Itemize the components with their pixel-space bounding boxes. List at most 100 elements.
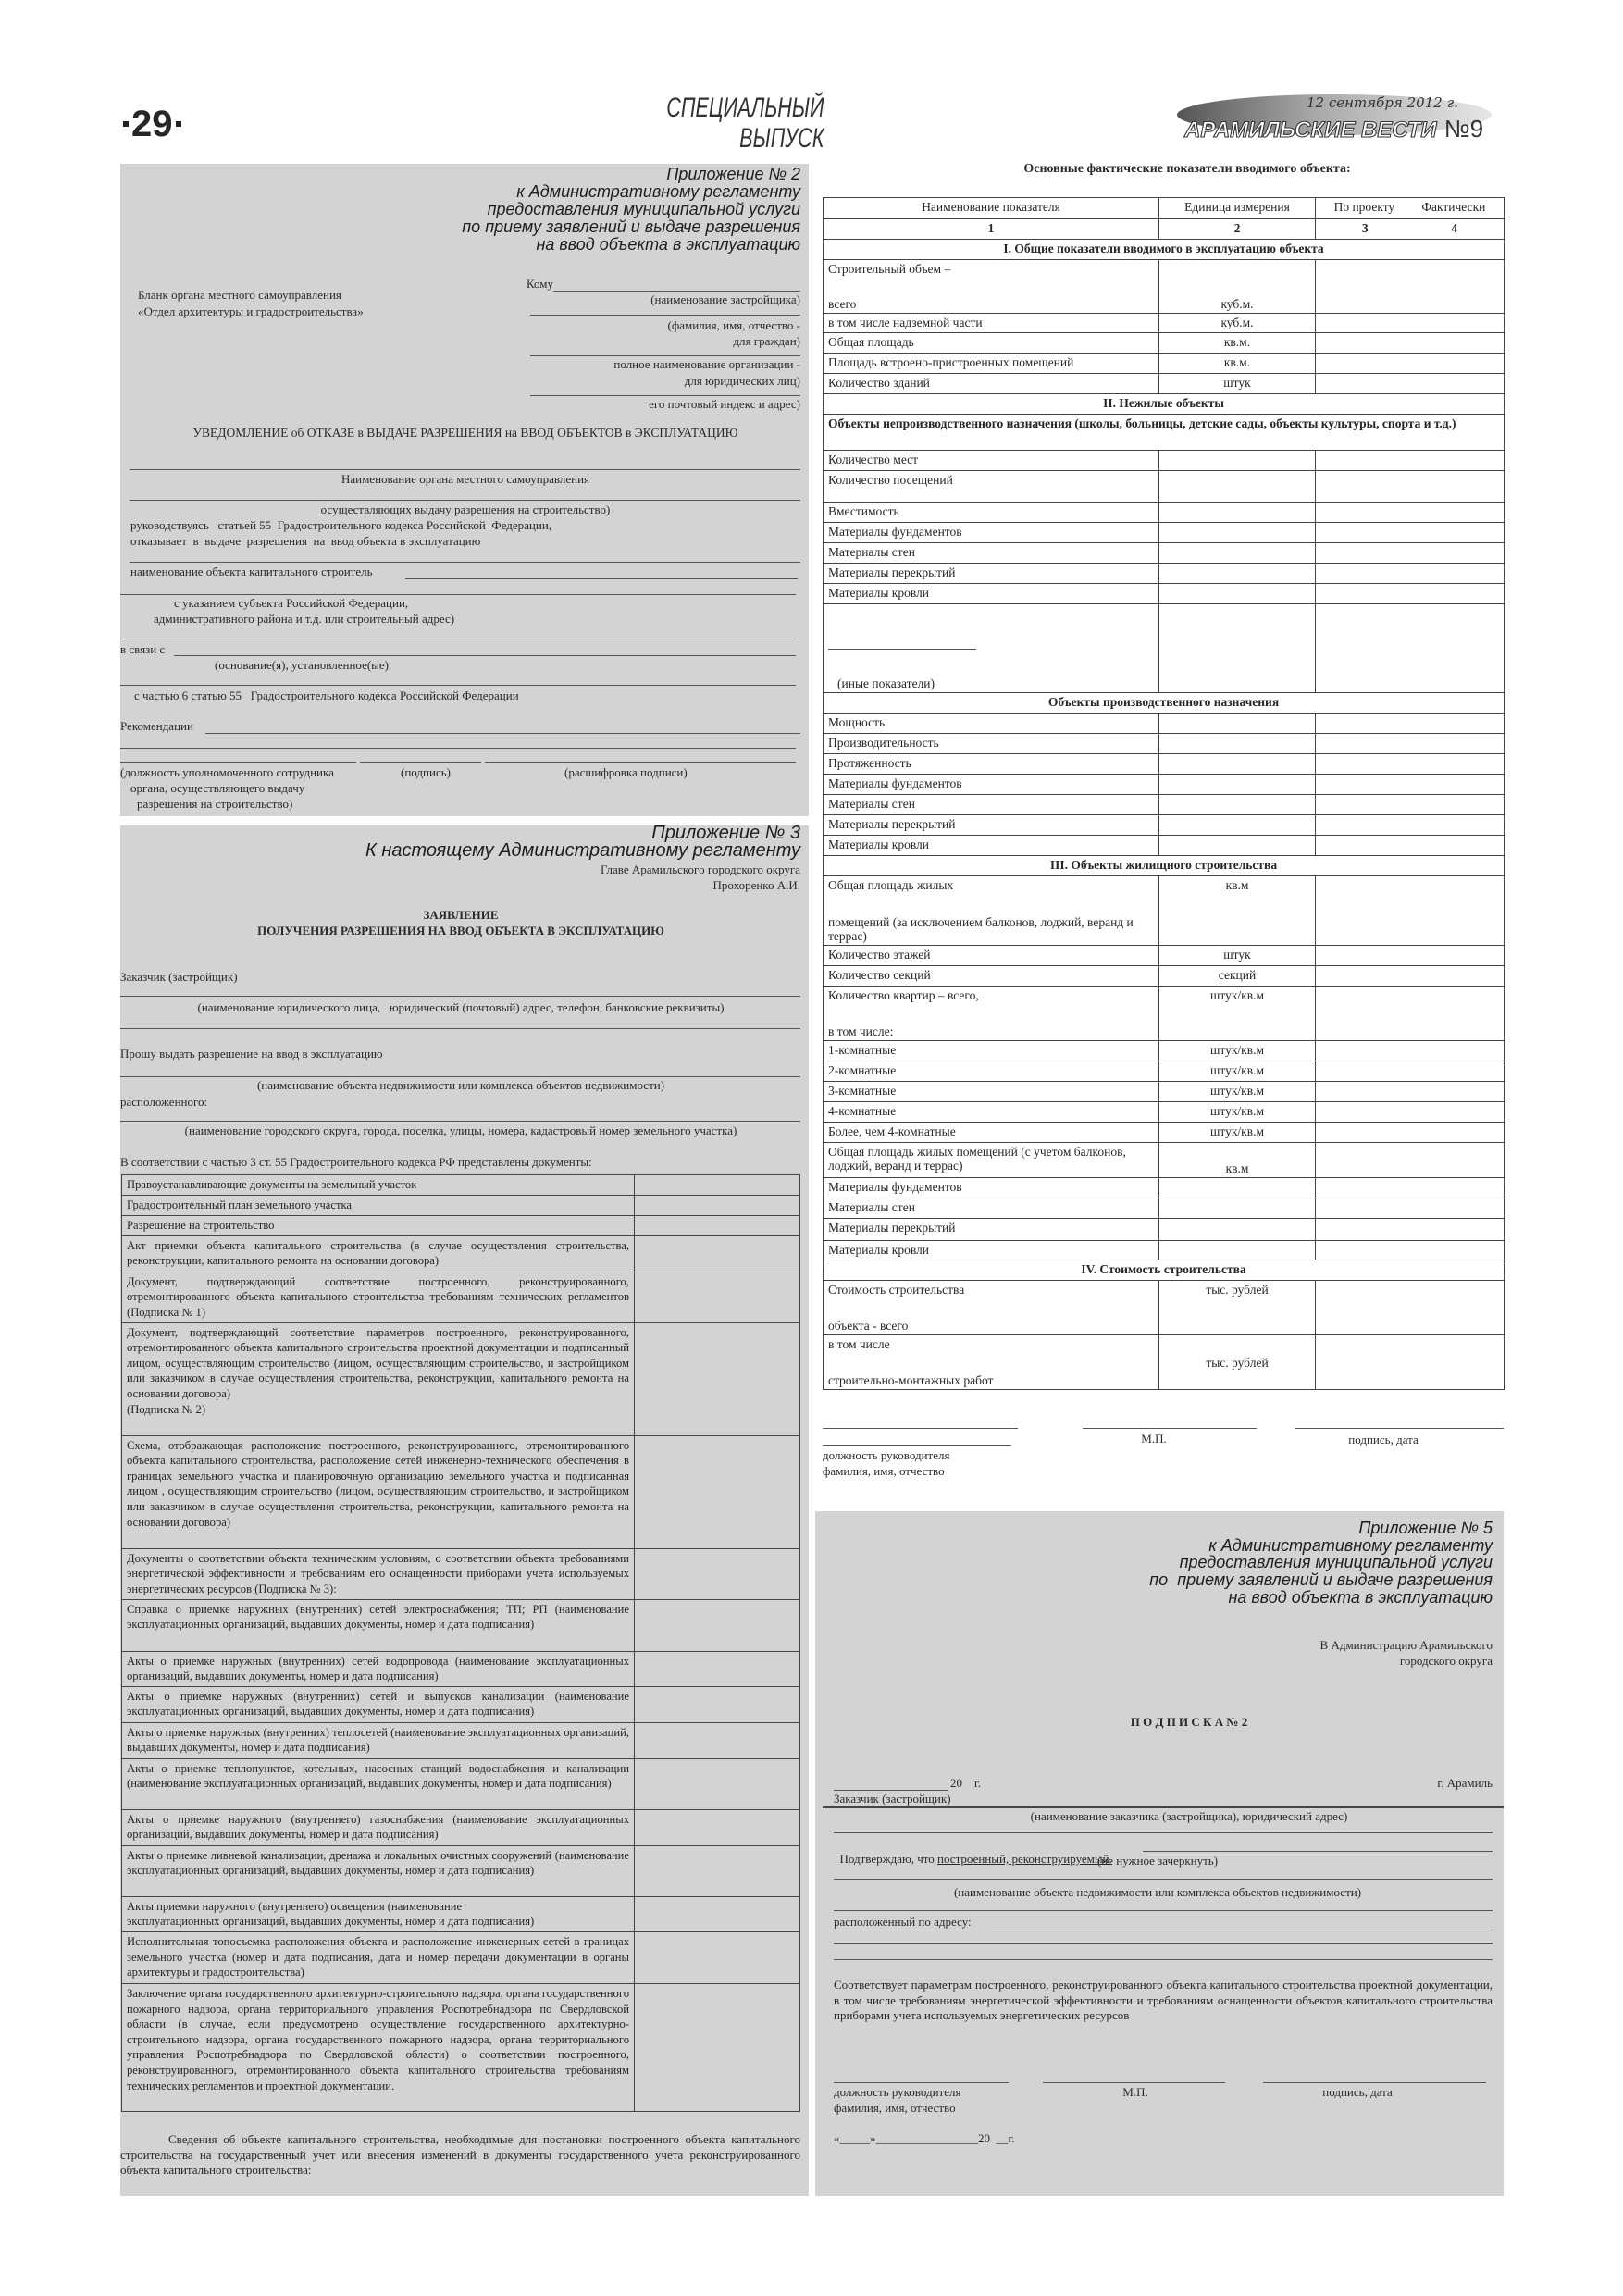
document-row: Исполнительная топосъемка расположения о… (121, 1930, 800, 1984)
indicator-name-cell: Материалы фундаментов (823, 522, 1159, 543)
appendix2-title-line: по приему заявлений и выдаче разрешения (462, 217, 800, 236)
fill-line (120, 996, 800, 997)
indicator-name: Материалы кровли (828, 1243, 1154, 1258)
document-row: Акты о приемке наружных (внутренних) теп… (121, 1721, 800, 1759)
indicator-value-cell (1315, 835, 1505, 856)
section-label: СПЕЦИАЛЬНЫЙ ВЫПУСК (666, 93, 824, 154)
guided-by-text: руководствуясь статьей 55 Градостроитель… (130, 518, 552, 532)
indicator-name-line: 1-комнатные (828, 1043, 897, 1057)
fill-line (120, 1121, 800, 1122)
indicator-name: Вместимость (828, 504, 1154, 520)
fill-line (130, 562, 800, 563)
indicator-name-cell: Стоимость строительства объекта - всего (823, 1280, 1159, 1335)
indicator-name-line: Материалы перекрытий (828, 565, 956, 579)
strike-caption: (не нужное зачеркнуть) (1096, 1854, 1219, 1868)
object-name-line (405, 578, 798, 579)
indicator-name-cell: 4-комнатные (823, 1101, 1159, 1123)
signature-line (485, 762, 796, 763)
document-name: Правоустанавливающие документы на земель… (121, 1174, 635, 1196)
document-mark-cell (634, 1174, 800, 1196)
indicator-name-cell: 2-комнатные (823, 1061, 1159, 1082)
document-row: Акт приемки объекта капитального строите… (121, 1235, 800, 1272)
recipient-caption: полное наименование организации - (613, 357, 800, 371)
indicator-name: Количество секций (828, 968, 1154, 984)
confirm-text: Подтверждаю, что построенный, реконструи… (834, 1837, 1112, 1867)
indicator-unit: штук/кв.м (1209, 1063, 1265, 1077)
indicator-unit: кв.м. (1223, 335, 1251, 349)
indicator-unit-cell (1158, 1177, 1316, 1198)
indicator-unit-cell (1158, 502, 1316, 523)
indicator-unit: куб.м. (1220, 297, 1254, 311)
indicator-name-cell: Материалы стен (823, 542, 1159, 564)
indicator-name-line: Площадь встроено-пристроенных помещений (828, 355, 1074, 369)
indicator-name-line: Количество этажей (828, 948, 931, 962)
section-row: Объекты производственного назначения (823, 692, 1505, 714)
indicator-name-cell: Материалы фундаментов (823, 774, 1159, 795)
document-row: Акты о приемке ливневой канализации, дре… (121, 1844, 800, 1897)
indicator-name: Материалы стен (828, 797, 1154, 813)
signature-caption: (подпись) (401, 765, 451, 779)
indicator-name-line: Количество мест (828, 453, 919, 466)
document-mark-cell (634, 1547, 800, 1600)
indicator-unit: штук/кв.м (1209, 1124, 1265, 1138)
indicator-value-cell (1315, 733, 1505, 754)
indicator-row: Материалы кровли (823, 1240, 1505, 1260)
indicator-value-cell (1315, 563, 1505, 584)
addressee-line: В Администрацию Арамильского (1319, 1638, 1493, 1652)
indicator-name: 3-комнатные (828, 1084, 1154, 1099)
sender-line: «Отдел архитектуры и градостроительства» (138, 304, 364, 318)
signature-date-line: «_____»_________________20 __г. (834, 2131, 1015, 2145)
indicator-name-cell: Материалы кровли (823, 835, 1159, 856)
page-number-text: 29 (131, 104, 173, 144)
notice-title: УВЕДОМЛЕНИЕ об ОТКАЗЕ в ВЫДАЧЕ РАЗРЕШЕНИ… (192, 426, 738, 440)
indicator-row: Материалы стен (823, 794, 1505, 815)
customer-label: Заказчик (застройщик) (834, 1792, 951, 1806)
document-mark-cell (634, 1808, 800, 1846)
indicator-row: Материалы перекрытий (823, 1218, 1505, 1241)
located-label: расположенного: (120, 1095, 208, 1109)
indicator-value-cell (1315, 583, 1505, 604)
indicator-name: Площадь встроено-пристроенных помещений (828, 355, 1154, 371)
fill-line (834, 1943, 1493, 1944)
indicator-name-cell: Строительный объем – всего (823, 259, 1159, 314)
indicator-unit: секций (1218, 968, 1257, 982)
indicator-name: Материалы фундаментов (828, 776, 1154, 792)
indicator-name-line: Общая площадь жилых помещений (с учетом … (828, 1145, 1126, 1173)
fill-line (120, 748, 796, 749)
indicator-name-cell: в том числе надземной части (823, 313, 1159, 333)
indicator-name: Производительность (828, 736, 1154, 751)
fill-line (834, 1832, 1493, 1833)
signature-line (1263, 2082, 1486, 2083)
indicator-value-cell (1315, 945, 1505, 966)
indicator-name: в том числе надземной части (828, 316, 1154, 330)
indicator-name-line: Строительный объем – (828, 262, 951, 276)
indicator-row: Стоимость строительства объекта - всего ты… (823, 1280, 1505, 1335)
indicators-title: Основные фактические показатели вводимог… (1023, 162, 1351, 176)
indicator-row: Мощность (823, 713, 1505, 734)
indicator-unit: тыс. рублей (1206, 1355, 1269, 1370)
indicator-value-cell (1315, 794, 1505, 815)
fill-line (130, 469, 800, 470)
page-number: 29 (123, 104, 181, 144)
indicator-unit: штук (1223, 376, 1251, 390)
fill-line (530, 355, 800, 356)
customer-caption: (наименование заказчика (застройщика), ю… (1030, 1809, 1348, 1823)
indicator-unit-cell: кв.м (1158, 875, 1316, 946)
indicator-name-line: Количество зданий (828, 376, 930, 390)
indicator-name: 2-комнатные (828, 1063, 1154, 1079)
indicator-value-cell (1315, 502, 1505, 523)
indicator-unit-cell: штук (1158, 373, 1316, 394)
position-label: должность руководителя (834, 2085, 961, 2099)
column-number-values: 3 4 (1315, 218, 1505, 240)
indicator-row: Материалы перекрытий (823, 814, 1505, 836)
recipient-caption: для юридических лиц) (684, 374, 800, 388)
indicator-name: Количество посещений (828, 473, 1154, 500)
signature-line (823, 1428, 1018, 1429)
column-number: 4 (1451, 221, 1458, 235)
indicator-name: 1-комнатные (828, 1043, 1154, 1059)
indicator-unit-cell (1158, 814, 1316, 836)
indicator-name: Мощность (828, 715, 1154, 731)
document-row: Правоустанавливающие документы на земель… (121, 1174, 800, 1196)
indicator-name: Общая площадь жилых помещений (за исключе… (828, 878, 1154, 943)
indicator-row: Материалы фундаментов (823, 774, 1505, 795)
